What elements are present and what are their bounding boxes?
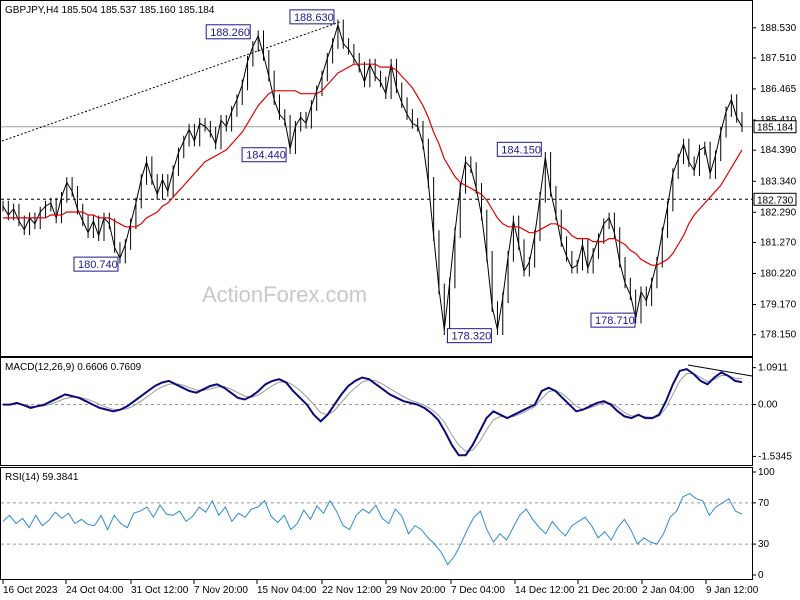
price-tick-label: 180.220: [760, 268, 797, 279]
swing-label-box: [289, 9, 335, 25]
price-tick-label: 186.465: [760, 84, 797, 95]
swing-label: 184.440: [246, 150, 286, 162]
price-tick-label: 182.290: [760, 207, 797, 218]
macd-signal-line: [3, 373, 743, 452]
rsi-tick-label: 30: [758, 539, 770, 550]
time-tick-label: 31 Oct 12:00: [131, 585, 189, 596]
swing-label: 178.710: [595, 315, 635, 327]
rsi-tick-label: 0: [758, 570, 764, 581]
price-tick-label: 187.510: [760, 53, 797, 64]
swing-label-box: [241, 147, 287, 163]
price-series: [2, 19, 743, 335]
price-panel-frame: [0, 0, 753, 357]
swing-label-box: [73, 256, 119, 272]
rsi-tick-label: 100: [758, 467, 775, 478]
rsi-line: [2, 493, 743, 566]
price-tick-label: 188.530: [760, 23, 797, 34]
moving-average-line: [3, 63, 743, 266]
rsi-series: [2, 493, 743, 566]
price-tick-label: 184.390: [760, 145, 797, 156]
swing-label: 188.260: [210, 27, 250, 39]
time-tick-label: 14 Dec 12:00: [515, 585, 575, 596]
time-tick-label: 7 Dec 04:00: [451, 585, 505, 596]
swing-label: 184.150: [501, 144, 541, 156]
time-tick-label: 7 Nov 20:00: [194, 585, 248, 596]
rsi-header: RSI(14) 59.3841: [5, 472, 79, 483]
time-tick-label: 15 Nov 04:00: [257, 585, 317, 596]
rsi-tick-label: 70: [758, 498, 770, 509]
symbol-header: GBPJPY,H4 185.504 185.537 185.160 185.18…: [5, 5, 215, 16]
macd-header: MACD(12,26,9) 0.6606 0.7609: [5, 362, 142, 373]
level-tag-box: [753, 192, 797, 206]
price-tick-label: 181.270: [760, 237, 797, 248]
swing-label: 188.630: [294, 12, 334, 24]
price-tick-label: 183.340: [760, 176, 797, 187]
time-tick-label: 9 Jan 12:00: [706, 585, 759, 596]
price-close-line: [2, 23, 743, 330]
rsi-panel-frame: [0, 467, 753, 580]
trendline: [1, 21, 341, 142]
macd-tick-label: 1.0911: [758, 363, 788, 374]
level-tag-label: 185.184: [757, 123, 794, 134]
macd-panel-frame: [0, 357, 753, 466]
time-tick-label: 2 Jan 04:00: [642, 585, 695, 596]
swing-label: 180.740: [78, 259, 118, 271]
price-axis: 188.530187.510186.465185.410184.390183.3…: [752, 23, 797, 341]
swing-labels: 188.260 188.630 184.440 180.740 184.150 178.3…: [73, 9, 636, 344]
macd-tick-label: -1.5345: [758, 451, 792, 462]
swing-label-box: [205, 24, 251, 40]
time-tick-label: 24 Oct 04:00: [66, 585, 124, 596]
level-tag-box: [753, 120, 797, 134]
time-tick-label: 16 Oct 2023: [3, 585, 58, 596]
swing-label: 178.320: [451, 331, 491, 343]
macd-series: [3, 368, 743, 457]
swing-label-box: [446, 328, 492, 344]
price-tick-label: 178.150: [760, 330, 797, 341]
price-tick-label: 179.170: [760, 300, 797, 311]
time-tick-label: 21 Dec 20:00: [578, 585, 638, 596]
watermark: ActionForex.com: [202, 282, 367, 307]
rsi-axis: 100 70 30 0: [1, 467, 775, 581]
macd-trendline: [687, 364, 753, 377]
macd-line: [3, 368, 743, 457]
time-tick-label: 29 Nov 20:00: [386, 585, 446, 596]
macd-axis: 1.0911 0.00 -1.5345: [1, 363, 792, 462]
swing-label-box: [496, 141, 542, 157]
time-axis: 16 Oct 2023 24 Oct 04:00 31 Oct 12:00 7 Nov…: [2, 580, 759, 596]
macd-tick-label: 0.00: [758, 400, 778, 411]
horizontal-levels: 185.184 182.730: [1, 120, 797, 206]
time-tick-label: 22 Nov 12:00: [322, 585, 382, 596]
level-tag-label: 182.730: [757, 195, 794, 206]
swing-label-box: [590, 312, 636, 328]
